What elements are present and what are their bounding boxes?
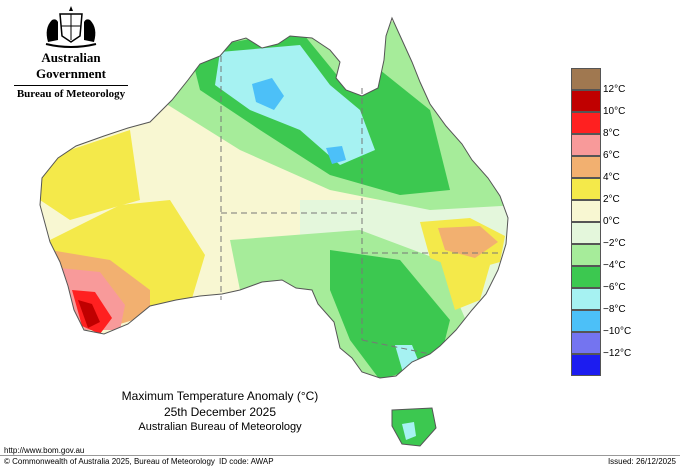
legend-swatch xyxy=(571,68,601,90)
anomaly-band-tropics-minus8 xyxy=(252,78,284,110)
legend-swatch xyxy=(571,178,601,200)
mainland-outline xyxy=(39,16,509,379)
legend-swatch xyxy=(571,134,601,156)
map-date: 25th December 2025 xyxy=(163,405,277,419)
legend-swatch xyxy=(571,266,601,288)
state-borders xyxy=(220,56,500,355)
legend-swatch xyxy=(571,244,601,266)
legend-label: 10°C xyxy=(603,106,626,117)
legend-swatch xyxy=(571,156,601,178)
border-vic-nsw xyxy=(361,339,431,355)
legend-swatch xyxy=(571,332,601,354)
issued-date: Issued: 26/12/2025 xyxy=(607,457,676,466)
coat-of-arms-icon xyxy=(45,6,97,48)
legend-swatch xyxy=(571,310,601,332)
legend-label: 6°C xyxy=(603,150,620,161)
tasmania xyxy=(391,407,437,447)
legend-label: −6°C xyxy=(603,282,626,293)
copyright-text: © Commonwealth of Australia 2025, Bureau… xyxy=(4,457,215,466)
government-name: Australian Government xyxy=(35,50,107,81)
legend-swatch xyxy=(571,200,601,222)
id-code: ID code: AWAP xyxy=(219,457,274,466)
legend-label: −12°C xyxy=(603,348,632,359)
tasmania-anomaly-minus6 xyxy=(402,422,416,440)
legend-swatch xyxy=(571,90,601,112)
government-logo: Australian Government Bureau of Meteorol… xyxy=(8,6,134,100)
legend-label: −2°C xyxy=(603,238,626,249)
legend-label: −10°C xyxy=(603,326,632,337)
legend-swatch xyxy=(571,288,601,310)
anomaly-band-tropics-minus6 xyxy=(215,45,375,165)
map-title: Maximum Temperature Anomaly (°C) xyxy=(121,389,319,403)
anomaly-band-tropics-minus8-b xyxy=(326,146,346,164)
anomaly-fill xyxy=(40,18,508,378)
legend-label: 4°C xyxy=(603,172,620,183)
bureau-name: Bureau of Meteorology xyxy=(16,88,126,100)
legend-label: 0°C xyxy=(603,216,620,227)
bom-url-link[interactable]: http://www.bom.gov.au xyxy=(4,446,85,455)
anomaly-band-southwest-12c xyxy=(78,300,100,328)
footer-divider xyxy=(0,455,680,456)
anomaly-band-east-coast-4c xyxy=(440,260,490,310)
anomaly-map xyxy=(39,16,509,447)
legend-label: −4°C xyxy=(603,260,626,271)
legend-swatch xyxy=(571,354,601,376)
map-source: Australian Bureau of Meteorology xyxy=(138,421,302,433)
footer: © Commonwealth of Australia 2025, Bureau… xyxy=(0,456,680,467)
legend-label: −8°C xyxy=(603,304,626,315)
legend-swatch xyxy=(571,112,601,134)
legend-swatch xyxy=(571,222,601,244)
legend-label: 8°C xyxy=(603,128,620,139)
anomaly-band-northeast-6c xyxy=(438,226,498,258)
map-title-block: Maximum Temperature Anomaly (°C) 25th De… xyxy=(70,388,370,434)
legend-label: 12°C xyxy=(603,84,626,95)
legend-label: 2°C xyxy=(603,194,620,205)
anomaly-band-southeast-minus4 xyxy=(330,250,450,378)
logo-divider xyxy=(14,85,128,86)
